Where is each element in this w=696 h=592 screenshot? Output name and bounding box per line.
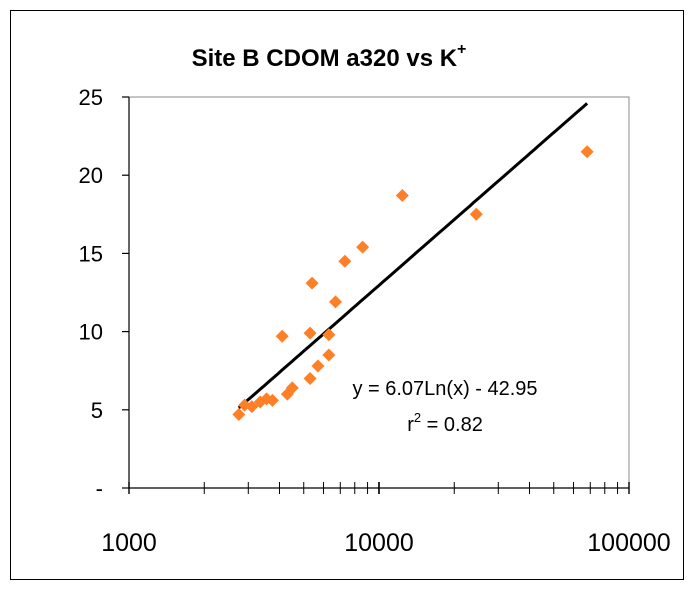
data-point [303, 372, 317, 386]
data-point [322, 348, 336, 362]
y-tick-label: 15 [79, 241, 103, 266]
trendline-equation: y = 6.07Ln(x) - 42.95 [352, 378, 537, 400]
y-tick-label: 10 [79, 320, 103, 345]
data-point [469, 207, 483, 221]
data-point [275, 329, 289, 343]
plot-area [128, 96, 630, 489]
y-axis: - 5 10 15 20 25 [79, 85, 130, 501]
data-point [303, 326, 317, 340]
data-point [245, 400, 259, 414]
data-point [285, 381, 299, 395]
data-points [232, 145, 594, 421]
data-point [260, 392, 274, 406]
data-point [580, 145, 594, 159]
data-point [322, 328, 336, 342]
data-point [311, 359, 325, 373]
y-tick-label: 25 [79, 85, 103, 110]
y-tick-label: 5 [91, 398, 103, 423]
trendline [237, 102, 589, 410]
data-point [356, 240, 370, 254]
data-point [329, 295, 343, 309]
y-tick-label: - [96, 476, 103, 501]
data-point [338, 254, 352, 268]
chart-frame: Site B CDOM a320 vs K+ -5 10 15 20 25 1000 10… [10, 10, 684, 580]
chart-title: Site B CDOM a320 vs K+ [192, 41, 467, 72]
x-tick-label: 100000 [587, 529, 670, 557]
x-tick-label: 10000 [344, 529, 414, 557]
r-squared-label: r2 = 0.82 [407, 410, 483, 436]
data-point [266, 393, 280, 407]
x-tick-label: 1000 [101, 529, 157, 557]
data-point [305, 276, 319, 290]
y-tick-label: 20 [79, 163, 103, 188]
data-point [232, 407, 246, 421]
x-axis: 1000 10000 100000 [101, 482, 671, 557]
data-point [395, 189, 409, 203]
